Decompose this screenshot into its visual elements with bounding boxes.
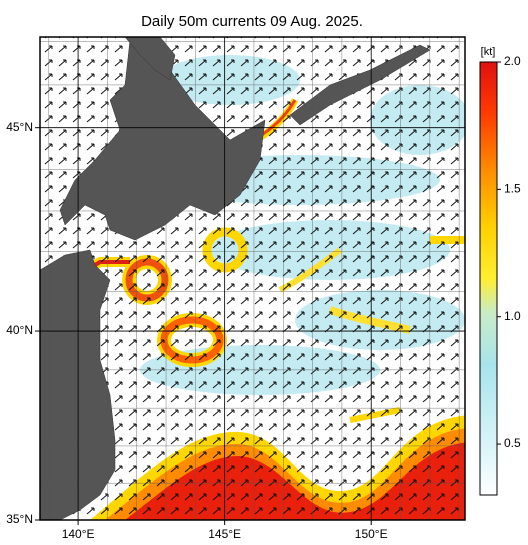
colorbar-ticks: 0.5 1.0 1.5 2.0: [497, 54, 521, 450]
lat-tick-label: 40°N: [6, 323, 33, 337]
lon-tick-label: 140°E: [62, 527, 95, 541]
graticule: [40, 37, 465, 520]
map-frame: [39, 36, 466, 521]
lon-tick-label: 150°E: [355, 527, 388, 541]
colorbar-tick-label: 1.0: [504, 309, 521, 323]
lon-tick-label: 145°E: [208, 527, 241, 541]
colorbar-unit: [kt]: [481, 46, 496, 58]
lat-tick-label: 45°N: [6, 120, 33, 134]
colorbar-tick-label: 2.0: [504, 54, 521, 68]
colorbar-tick-label: 0.5: [504, 436, 521, 450]
colorbar: [479, 61, 498, 496]
map-title: Daily 50m currents 09 Aug. 2025.: [141, 13, 363, 30]
colorbar-tick-label: 1.5: [504, 182, 521, 196]
map-axes: 140°E 145°E 150°E 35°N 40°N 45°N: [6, 120, 387, 541]
map-area: [40, 37, 465, 520]
lat-tick-label: 35°N: [6, 512, 33, 526]
